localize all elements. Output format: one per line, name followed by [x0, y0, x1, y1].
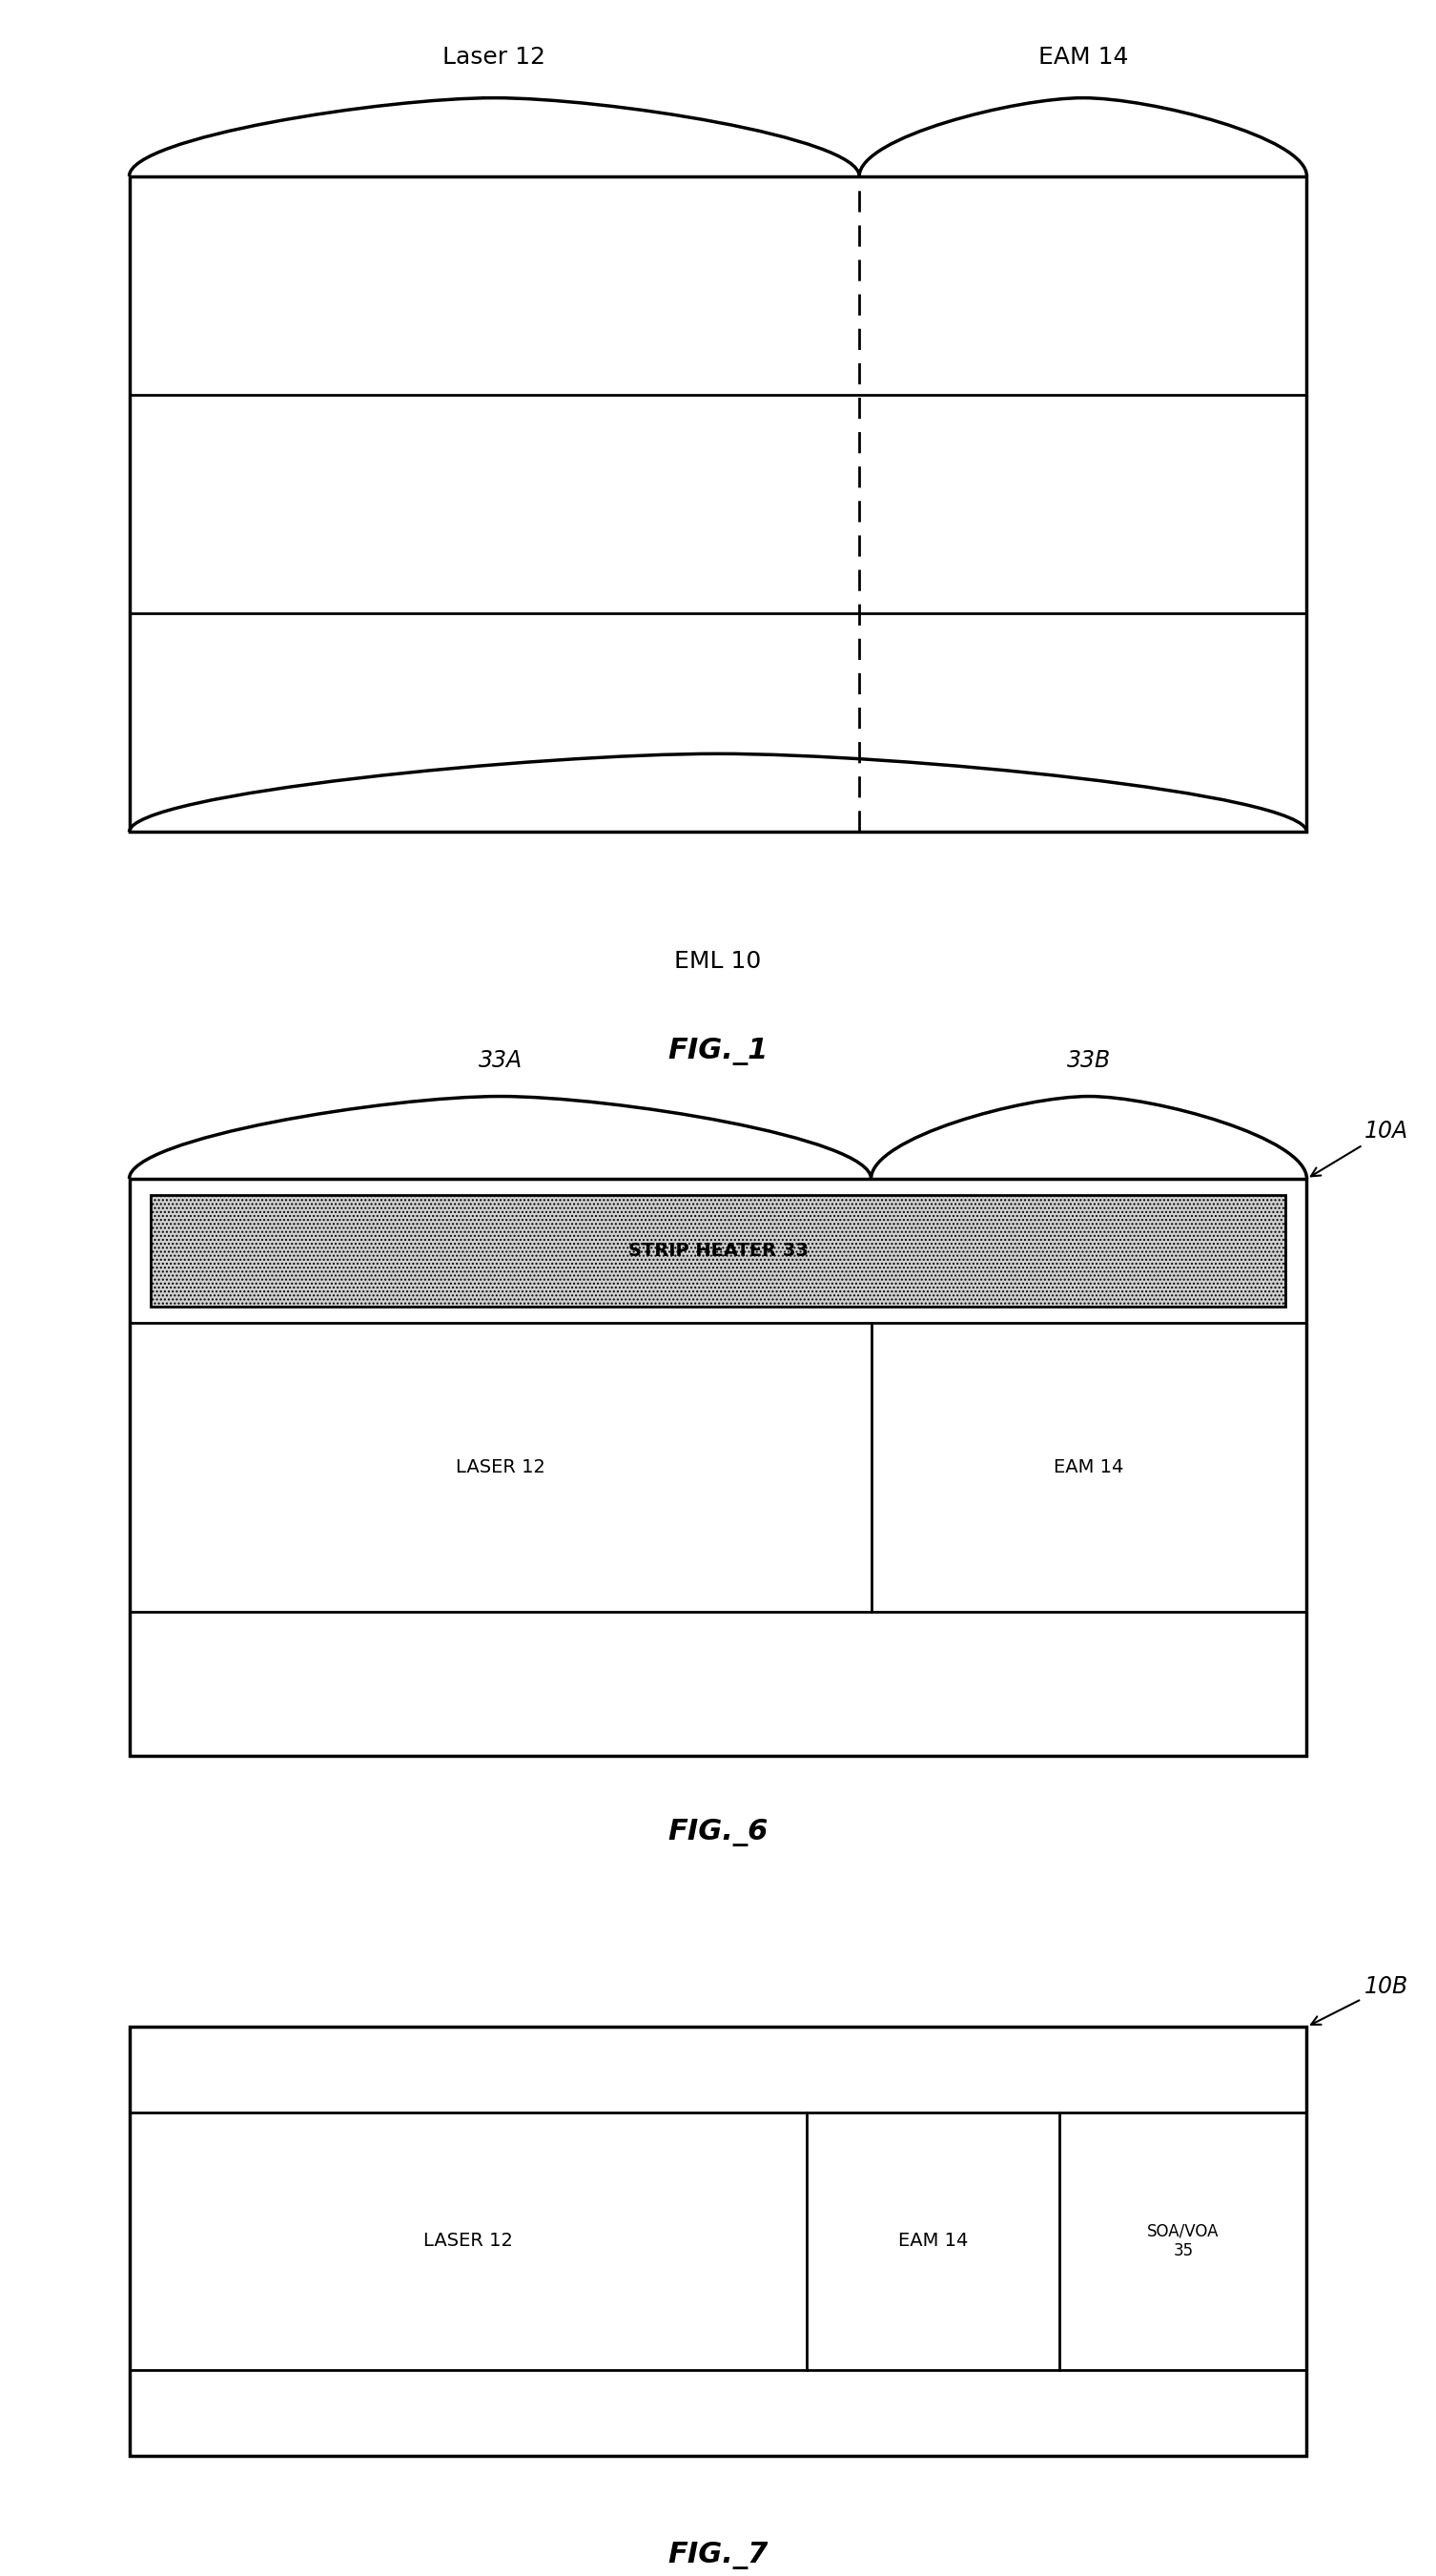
Text: FIG._1: FIG._1	[668, 1038, 768, 1066]
Text: 33A: 33A	[478, 1048, 523, 1072]
Text: 10A: 10A	[1311, 1121, 1409, 1177]
Text: SOA/VOA
35: SOA/VOA 35	[1147, 2223, 1219, 2259]
Text: 10B: 10B	[1311, 1976, 1409, 2025]
Text: LASER 12: LASER 12	[424, 2231, 513, 2251]
Text: Laser 12: Laser 12	[442, 46, 546, 70]
Text: FIG._7: FIG._7	[668, 2543, 768, 2568]
Text: EML 10: EML 10	[675, 951, 761, 971]
Text: 33B: 33B	[1067, 1048, 1111, 1072]
Text: EAM 14: EAM 14	[898, 2231, 968, 2251]
Text: EAM 14: EAM 14	[1038, 46, 1129, 70]
Text: STRIP HEATER 33: STRIP HEATER 33	[628, 1242, 808, 1260]
Text: FIG._6: FIG._6	[668, 1819, 768, 1847]
Text: LASER 12: LASER 12	[455, 1458, 544, 1476]
Text: EAM 14: EAM 14	[1054, 1458, 1124, 1476]
Bar	[151, 1195, 1285, 1306]
